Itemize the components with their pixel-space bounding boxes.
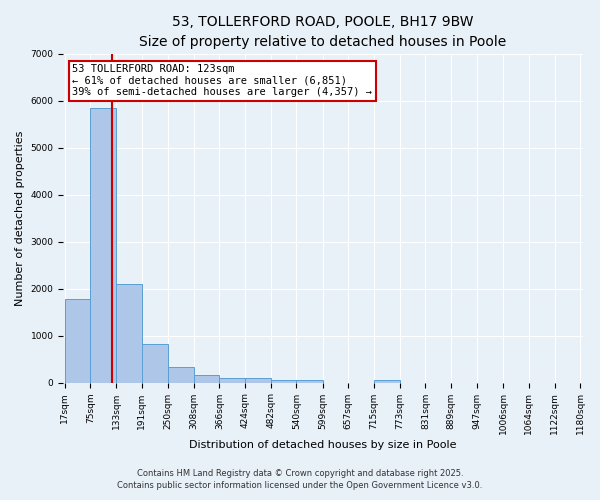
X-axis label: Distribution of detached houses by size in Poole: Distribution of detached houses by size … xyxy=(189,440,457,450)
Title: 53, TOLLERFORD ROAD, POOLE, BH17 9BW
Size of property relative to detached house: 53, TOLLERFORD ROAD, POOLE, BH17 9BW Siz… xyxy=(139,15,506,48)
Bar xyxy=(65,299,90,382)
Bar xyxy=(116,284,142,382)
Bar xyxy=(245,378,271,382)
Text: Contains HM Land Registry data © Crown copyright and database right 2025.
Contai: Contains HM Land Registry data © Crown c… xyxy=(118,469,482,490)
Bar xyxy=(271,380,296,382)
Bar xyxy=(374,380,400,382)
Bar xyxy=(296,380,323,382)
Bar xyxy=(194,374,220,382)
Y-axis label: Number of detached properties: Number of detached properties xyxy=(15,130,25,306)
Bar xyxy=(168,367,194,382)
Bar xyxy=(220,378,245,382)
Text: 53 TOLLERFORD ROAD: 123sqm
← 61% of detached houses are smaller (6,851)
39% of s: 53 TOLLERFORD ROAD: 123sqm ← 61% of deta… xyxy=(72,64,372,98)
Bar xyxy=(142,344,168,382)
Bar xyxy=(90,108,116,382)
